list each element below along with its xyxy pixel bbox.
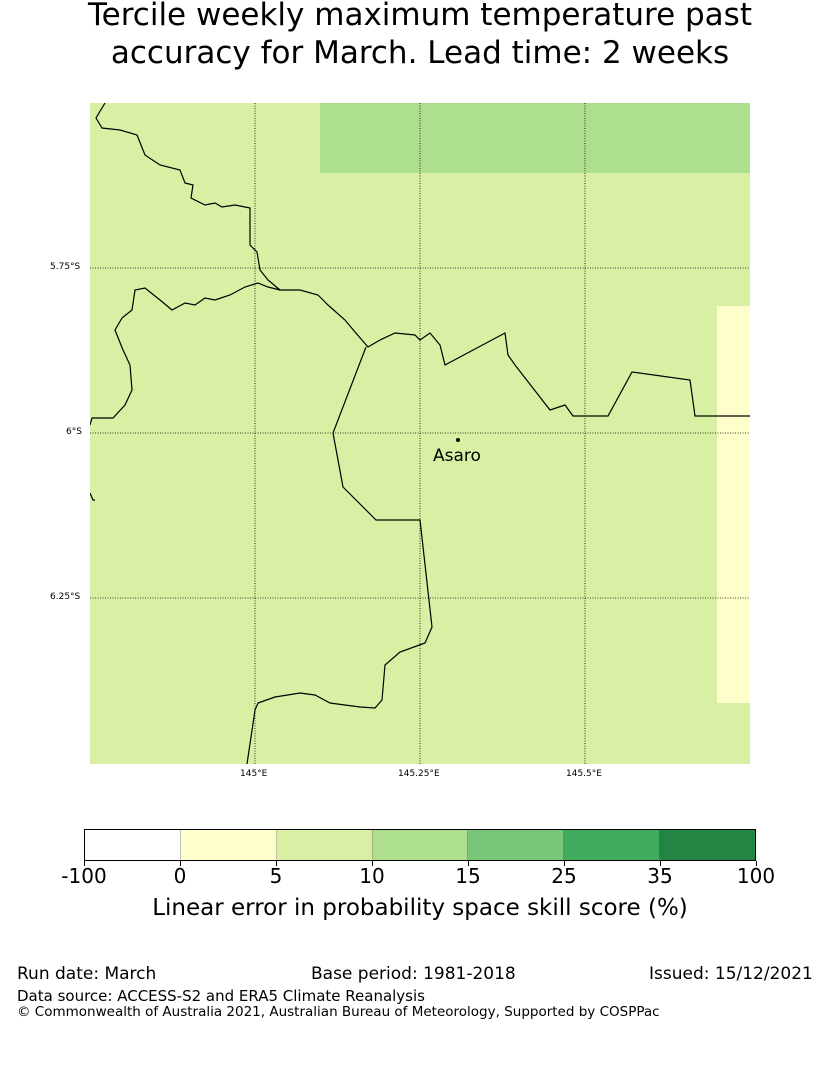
colorbar-bin — [660, 830, 756, 860]
colorbar-tick-label: 15 — [455, 864, 481, 888]
colorbar-label: Linear error in probability space skill … — [152, 895, 688, 921]
colorbar-tick-label: 5 — [269, 864, 283, 888]
province-boundary — [246, 346, 433, 764]
colorbar-tick — [660, 861, 661, 866]
colorbar-tick — [468, 861, 469, 866]
boundary-west — [90, 282, 281, 426]
chart-title: Tercile weekly maximum temperature past … — [0, 0, 840, 72]
colorbar-tick-label: 100 — [736, 864, 776, 888]
place-label-asaro: Asaro — [433, 446, 481, 466]
colorbar-tick — [276, 861, 277, 866]
higher-skill-area — [320, 103, 750, 173]
boundary-north — [95, 103, 750, 417]
title-line-2: accuracy for March. Lead time: 2 weeks — [110, 35, 730, 71]
gridlines — [90, 103, 750, 764]
colorbar-tick — [84, 861, 85, 866]
colorbar-bin — [468, 830, 565, 860]
colorbar-tick-label: 25 — [551, 864, 577, 888]
colorbar-bin — [85, 830, 181, 860]
colorbar-tick-label: 0 — [173, 864, 187, 888]
lat-label: 6.25°S — [50, 592, 81, 602]
asaro-marker — [456, 438, 460, 442]
skill-map: Asaro — [90, 103, 750, 764]
lat-label: 6°S — [66, 427, 82, 437]
colorbar-tick — [372, 861, 373, 866]
copyright: © Commonwealth of Australia 2021, Austra… — [17, 1004, 660, 1020]
colorbar-tick-label: 35 — [647, 864, 673, 888]
colorbar-tick — [180, 861, 181, 866]
run-date: Run date: March — [17, 964, 157, 984]
colorbar-tick — [564, 861, 565, 866]
lat-label: 5.75°S — [50, 262, 81, 272]
title-line-1: Tercile weekly maximum temperature past — [87, 0, 752, 33]
data-source: Data source: ACCESS-S2 and ERA5 Climate … — [17, 987, 425, 1005]
issued-date: Issued: 15/12/2021 — [649, 964, 813, 984]
colorbar-tick-label: 10 — [359, 864, 385, 888]
lon-label: 145.5°E — [566, 769, 602, 779]
colorbar-bin — [180, 830, 277, 860]
colorbar-tick-label: -100 — [61, 864, 107, 888]
boundaries — [90, 103, 750, 764]
lon-label: 145.25°E — [398, 769, 440, 779]
colorbar-bin — [372, 830, 469, 860]
lower-skill-area — [717, 306, 750, 703]
colorbar-bin — [564, 830, 661, 860]
base-period: Base period: 1981-2018 — [311, 964, 516, 984]
boundary-fragment — [90, 492, 95, 501]
colorbar-bin — [276, 830, 373, 860]
colorbar-tick — [756, 861, 757, 866]
colorbar — [84, 829, 756, 861]
lon-label: 145°E — [240, 769, 268, 779]
